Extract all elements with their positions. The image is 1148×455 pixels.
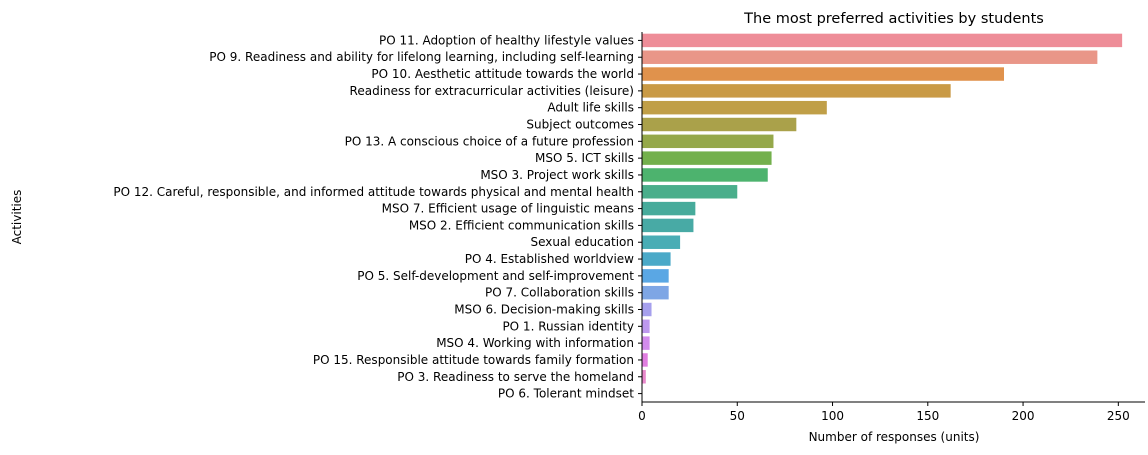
y-tick-label-9: PO 12. Careful, responsible, and informe… bbox=[113, 185, 634, 199]
bar-7 bbox=[642, 151, 772, 165]
bar-2 bbox=[642, 67, 1005, 81]
x-tick-label-3: 150 bbox=[916, 409, 939, 423]
y-tick-label-0: PO 11. Adoption of healthy lifestyle val… bbox=[379, 33, 634, 47]
bar-20 bbox=[642, 370, 646, 384]
bar-8 bbox=[642, 168, 768, 182]
bar-15 bbox=[642, 285, 669, 300]
bar-12 bbox=[642, 235, 681, 249]
y-tick-label-1: PO 9. Readiness and ability for lifelong… bbox=[209, 50, 634, 64]
y-tick-label-15: PO 7. Collaboration skills bbox=[485, 286, 634, 300]
x-tick-label-4: 200 bbox=[1012, 409, 1035, 423]
bar-1 bbox=[642, 50, 1098, 64]
x-tick-label-1: 50 bbox=[730, 409, 745, 423]
x-axis-ticks: 0 50 100 150 200 250 bbox=[638, 402, 1130, 423]
y-tick-label-2: PO 10. Aesthetic attitude towards the wo… bbox=[371, 67, 634, 81]
bar-11 bbox=[642, 218, 694, 233]
y-tick-label-21: PO 6. Tolerant mindset bbox=[498, 387, 634, 401]
y-axis-title: Activities bbox=[10, 190, 24, 245]
y-tick-label-13: PO 4. Established worldview bbox=[465, 252, 634, 266]
bar-17 bbox=[642, 319, 650, 334]
bar-14 bbox=[642, 269, 669, 283]
y-tick-label-14: PO 5. Self-development and self-improvem… bbox=[357, 269, 634, 283]
bar-10 bbox=[642, 201, 696, 216]
x-axis-title: Number of responses (units) bbox=[809, 430, 980, 444]
y-tick-label-12: Sexual education bbox=[530, 235, 634, 249]
chart-title: The most preferred activities by student… bbox=[743, 11, 1044, 27]
y-tick-labels: PO 11. Adoption of healthy lifestyle val… bbox=[113, 33, 642, 401]
y-tick-label-11: MSO 2. Efficient communication skills bbox=[409, 218, 634, 232]
y-tick-label-16: MSO 6. Decision-making skills bbox=[454, 303, 634, 317]
bar-6 bbox=[642, 134, 774, 149]
y-tick-label-6: PO 13. A conscious choice of a future pr… bbox=[345, 134, 634, 148]
y-tick-label-4: Adult life skills bbox=[547, 101, 634, 115]
x-tick-label-0: 0 bbox=[638, 409, 646, 423]
y-tick-label-7: MSO 5. ICT skills bbox=[535, 151, 634, 165]
y-tick-label-8: MSO 3. Project work skills bbox=[480, 168, 634, 182]
bar-4 bbox=[642, 100, 827, 115]
bar-13 bbox=[642, 252, 671, 266]
bars-group bbox=[642, 33, 1123, 384]
bar-16 bbox=[642, 302, 652, 317]
y-tick-label-20: PO 3. Readiness to serve the homeland bbox=[397, 370, 634, 384]
y-tick-label-10: MSO 7. Efficient usage of linguistic mea… bbox=[382, 202, 634, 216]
bar-18 bbox=[642, 336, 650, 350]
x-tick-label-2: 100 bbox=[821, 409, 844, 423]
bar-9 bbox=[642, 185, 738, 199]
y-tick-label-19: PO 15. Responsible attitude towards fami… bbox=[313, 353, 634, 367]
y-tick-label-17: PO 1. Russian identity bbox=[502, 319, 634, 333]
bar-19 bbox=[642, 353, 648, 367]
bar-5 bbox=[642, 117, 797, 132]
bar-3 bbox=[642, 84, 951, 98]
y-tick-label-3: Readiness for extracurricular activities… bbox=[350, 84, 634, 98]
x-tick-label-5: 250 bbox=[1107, 409, 1130, 423]
y-tick-label-18: MSO 4. Working with information bbox=[436, 336, 634, 350]
y-tick-label-5: Subject outcomes bbox=[526, 118, 634, 132]
bar-0 bbox=[642, 33, 1123, 48]
